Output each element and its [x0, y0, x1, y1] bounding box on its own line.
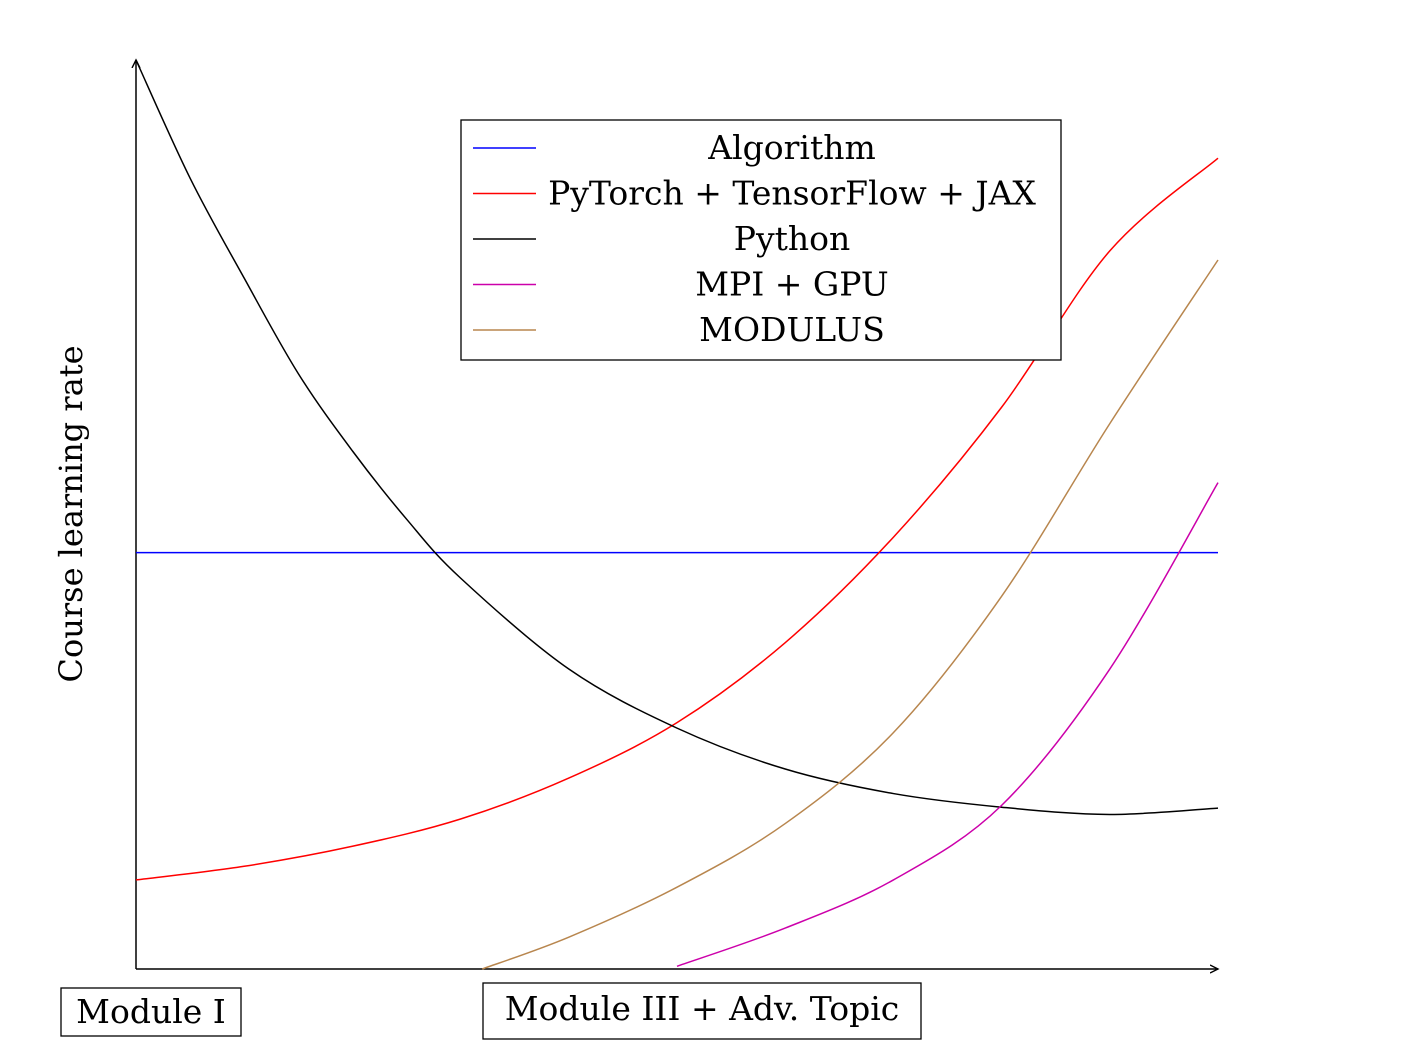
- module-i-box: [60, 987, 242, 1037]
- legend: Algorithm PyTorch + TensorFlow + JAX Pytho…: [460, 119, 1062, 361]
- series-line-3: [676, 482, 1219, 967]
- series-line-4: [481, 259, 1219, 970]
- legend-label-4: MODULUS: [699, 310, 885, 349]
- module-iii-box: [482, 982, 922, 1040]
- legend-label-0: Algorithm: [707, 128, 876, 167]
- module-i-annotation: Module I: [60, 987, 242, 1037]
- module-iii-annotation: Module III + Adv. Topic: [482, 982, 922, 1040]
- legend-label-2: Python: [734, 219, 850, 258]
- legend-entries: Algorithm PyTorch + TensorFlow + JAX Pytho…: [473, 128, 1036, 349]
- series-line-2: [135, 59, 1219, 816]
- legend-label-3: MPI + GPU: [695, 265, 888, 304]
- legend-box: [460, 119, 1062, 361]
- module-i-label: Module I: [76, 992, 226, 1031]
- module-iii-label: Module III + Adv. Topic: [505, 989, 900, 1028]
- legend-label-1: PyTorch + TensorFlow + JAX: [548, 174, 1036, 213]
- y-axis-label: Course learning rate: [52, 345, 90, 682]
